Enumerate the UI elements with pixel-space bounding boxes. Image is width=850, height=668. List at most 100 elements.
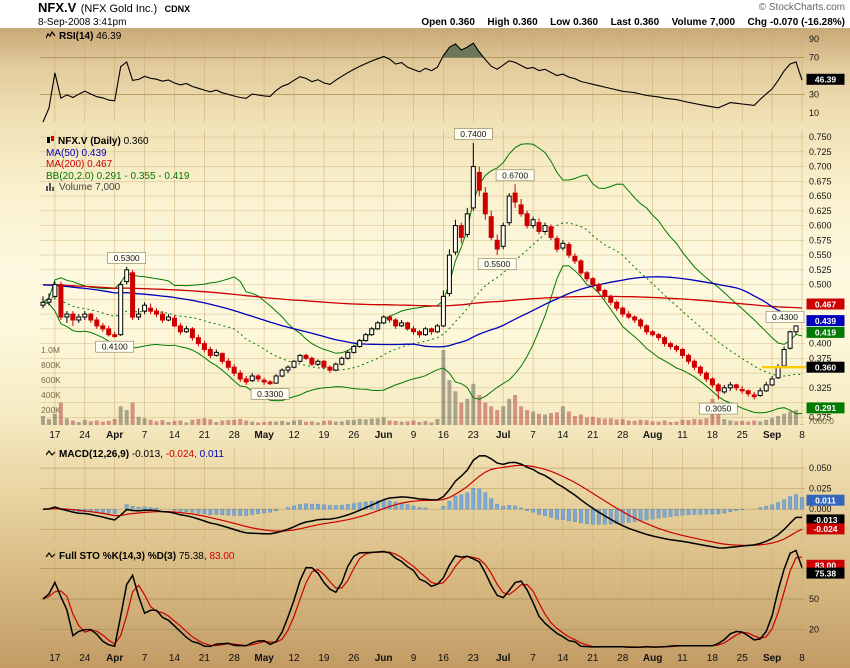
- svg-text:0.500: 0.500: [809, 280, 832, 290]
- svg-text:Jul: Jul: [496, 653, 511, 664]
- svg-text:26: 26: [348, 430, 360, 441]
- svg-text:18: 18: [707, 430, 719, 441]
- svg-text:14: 14: [169, 653, 181, 664]
- svg-text:0.011: 0.011: [815, 495, 836, 505]
- quote-header: © StockCharts.com Open 0.360 High 0.360 Lo…: [413, 1, 845, 29]
- macd-line: [42, 454, 802, 549]
- rsi-legend: RSI(14) 46.39: [45, 30, 121, 43]
- chart-header: NFX.V (NFX Gold Inc.) CDNX 8-Sep-2008 3:…: [0, 0, 850, 28]
- macd-legend-name: MACD(12,26,9): [59, 449, 130, 460]
- svg-text:0.700: 0.700: [809, 162, 832, 172]
- open-value: 0.360: [449, 17, 475, 28]
- svg-text:50: 50: [809, 594, 819, 604]
- svg-text:0.575: 0.575: [809, 235, 832, 245]
- svg-text:21: 21: [199, 653, 211, 664]
- svg-text:0.5500: 0.5500: [484, 259, 510, 269]
- high-label: High: [487, 17, 510, 28]
- svg-text:Jun: Jun: [375, 430, 393, 441]
- svg-text:12: 12: [288, 653, 300, 664]
- svg-text:16: 16: [438, 653, 450, 664]
- macd-value: -0.013,: [131, 449, 163, 460]
- chg-label: Chg: [747, 17, 767, 28]
- rsi-legend-name: RSI(14): [59, 31, 94, 42]
- svg-text:Sep: Sep: [763, 653, 781, 664]
- svg-text:83.00: 83.00: [815, 561, 837, 571]
- ma50-legend: MA(50) 0.439: [46, 147, 107, 159]
- indicator-line-icon: [45, 30, 56, 39]
- svg-text:24: 24: [79, 653, 91, 664]
- svg-text:20: 20: [809, 625, 819, 635]
- svg-text:28: 28: [229, 430, 241, 441]
- svg-text:0.5300: 0.5300: [114, 253, 140, 263]
- svg-text:8: 8: [799, 430, 805, 441]
- svg-text:0.650: 0.650: [809, 191, 832, 201]
- bb-legend: BB(20,2.0) 0.291 - 0.355 - 0.419: [46, 170, 190, 182]
- price-annotations: 0.4100 0.5300 0.3300 0.7400 0.5500 0.6700 0.30…: [95, 128, 805, 415]
- svg-text:8: 8: [799, 653, 805, 664]
- sto-k-value: 75.38,: [178, 551, 207, 562]
- indicator-line-icon: [45, 552, 56, 558]
- svg-text:0.600: 0.600: [809, 221, 832, 231]
- svg-text:0.025: 0.025: [809, 484, 832, 494]
- indicator-line-icon: [45, 450, 56, 456]
- rsi-plot: [42, 42, 803, 123]
- svg-text:11: 11: [677, 653, 688, 664]
- svg-text:12: 12: [288, 430, 300, 441]
- chart-datetime: 8-Sep-2008 3:41pm: [38, 17, 127, 28]
- svg-text:800K: 800K: [41, 360, 61, 370]
- main-legend-symbol: NFX.V (Daily): [58, 136, 121, 147]
- company-name: (NFX Gold Inc.): [80, 3, 158, 15]
- svg-text:0.550: 0.550: [809, 250, 832, 260]
- sto-d-value: 83.00: [209, 551, 235, 562]
- open-label: Open: [421, 17, 447, 28]
- svg-text:11: 11: [677, 430, 688, 441]
- bollinger-bands: [42, 143, 803, 415]
- svg-text:0.725: 0.725: [809, 147, 832, 157]
- svg-text:14: 14: [169, 430, 181, 441]
- ma50-line: [42, 276, 803, 348]
- svg-text:21: 21: [199, 430, 211, 441]
- svg-text:26: 26: [348, 653, 360, 664]
- low-label: Low: [550, 17, 571, 28]
- svg-text:0.291: 0.291: [815, 403, 837, 413]
- svg-text:25: 25: [737, 653, 749, 664]
- svg-text:200K: 200K: [41, 405, 61, 415]
- svg-text:Apr: Apr: [106, 653, 123, 664]
- ticker-symbol: NFX.V: [38, 0, 77, 15]
- sto-k-line: [42, 549, 803, 648]
- svg-text:25: 25: [737, 430, 749, 441]
- axis-labels: 0.275 0.325 0.375 0.400 0.500 0.525 0.550 0.575…: [41, 34, 845, 635]
- chart-background: [0, 28, 850, 668]
- svg-text:0.625: 0.625: [809, 206, 832, 216]
- svg-text:-0.024: -0.024: [813, 524, 837, 534]
- svg-text:70: 70: [809, 53, 819, 63]
- svg-text:0.360: 0.360: [815, 362, 837, 372]
- main-legend-symbol-row: NFX.V (Daily) 0.360: [46, 135, 189, 148]
- svg-text:0.400: 0.400: [809, 339, 832, 349]
- volume-label: Volume: [671, 17, 708, 28]
- svg-text:0.7400: 0.7400: [460, 129, 486, 139]
- main-legend-price: 0.360: [123, 136, 149, 147]
- svg-text:17: 17: [49, 653, 61, 664]
- svg-text:0.325: 0.325: [809, 383, 832, 393]
- last-price-marker: [762, 366, 806, 369]
- svg-text:19: 19: [318, 430, 330, 441]
- svg-text:9: 9: [411, 653, 417, 664]
- sto-legend: Full STO %K(14,3) %D(3) 75.38, 83.00: [45, 551, 235, 563]
- svg-text:21: 21: [587, 430, 599, 441]
- svg-text:May: May: [254, 653, 274, 664]
- svg-text:400K: 400K: [41, 390, 61, 400]
- low-value: 0.360: [573, 17, 599, 28]
- svg-text:21: 21: [587, 653, 599, 664]
- volume-bars: [41, 350, 804, 426]
- chg-value: -0.070 (-16.28%): [769, 17, 845, 28]
- svg-text:600K: 600K: [41, 375, 61, 385]
- svg-text:0.275: 0.275: [809, 412, 832, 422]
- ma200-legend: MA(200) 0.467: [46, 159, 113, 170]
- x-axis-labels: 17 17 24 24 Apr Apr 7 7 14 14 21 21 28 28 May May 12 12 19…: [49, 430, 805, 664]
- svg-text:1.0M: 1.0M: [41, 345, 60, 355]
- svg-text:0.375: 0.375: [809, 353, 832, 363]
- volume-legend: Volume 7,000: [59, 182, 121, 193]
- svg-text:9: 9: [411, 430, 417, 441]
- svg-text:Jul: Jul: [496, 430, 511, 441]
